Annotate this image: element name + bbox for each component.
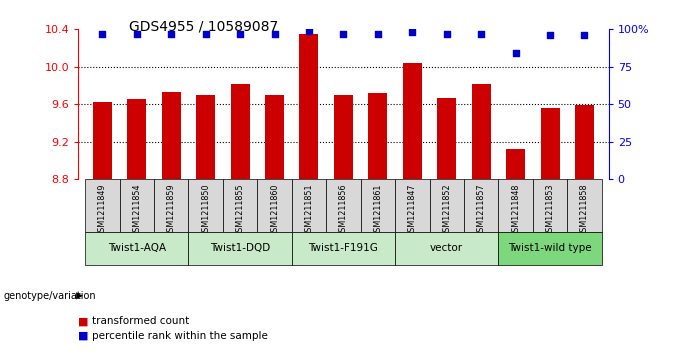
FancyBboxPatch shape [85, 232, 188, 265]
Point [441, 30, 452, 36]
Text: GSM1211854: GSM1211854 [132, 184, 141, 237]
Bar [93, 102, 112, 179]
Point [579, 32, 590, 38]
FancyBboxPatch shape [567, 179, 602, 232]
FancyBboxPatch shape [395, 232, 498, 265]
Point [510, 50, 521, 56]
Text: ■: ■ [78, 316, 88, 326]
FancyBboxPatch shape [154, 179, 188, 232]
FancyBboxPatch shape [326, 179, 360, 232]
Text: GSM1211859: GSM1211859 [167, 184, 175, 237]
Bar [127, 99, 146, 179]
Point [97, 30, 107, 36]
Bar [162, 92, 181, 179]
Text: GSM1211861: GSM1211861 [373, 184, 382, 237]
FancyBboxPatch shape [292, 179, 326, 232]
Text: Twist1-wild type: Twist1-wild type [508, 244, 592, 253]
Text: GSM1211858: GSM1211858 [580, 184, 589, 237]
Text: GSM1211857: GSM1211857 [477, 184, 486, 237]
Text: GDS4955 / 10589087: GDS4955 / 10589087 [129, 20, 279, 34]
Text: GSM1211849: GSM1211849 [98, 184, 107, 237]
Bar [265, 95, 284, 179]
FancyBboxPatch shape [292, 232, 395, 265]
FancyBboxPatch shape [188, 179, 223, 232]
FancyBboxPatch shape [464, 179, 498, 232]
FancyBboxPatch shape [223, 179, 257, 232]
FancyBboxPatch shape [188, 232, 292, 265]
FancyBboxPatch shape [395, 179, 430, 232]
Bar [334, 95, 353, 179]
Bar [196, 95, 215, 179]
FancyBboxPatch shape [360, 179, 395, 232]
Text: Twist1-DQD: Twist1-DQD [210, 244, 270, 253]
FancyBboxPatch shape [120, 179, 154, 232]
Point [338, 30, 349, 36]
Text: ■: ■ [78, 331, 88, 341]
Bar [575, 105, 594, 179]
Text: GSM1211848: GSM1211848 [511, 184, 520, 237]
Text: GSM1211855: GSM1211855 [235, 184, 245, 237]
Point [476, 30, 487, 36]
Point [303, 28, 314, 33]
Point [373, 30, 384, 36]
Bar [369, 93, 388, 179]
Text: GSM1211852: GSM1211852 [442, 184, 452, 237]
Text: GSM1211856: GSM1211856 [339, 184, 348, 237]
Point [407, 29, 418, 35]
Point [269, 30, 280, 36]
FancyBboxPatch shape [498, 179, 533, 232]
FancyBboxPatch shape [257, 179, 292, 232]
FancyBboxPatch shape [430, 179, 464, 232]
Point [131, 30, 142, 36]
Text: GSM1211860: GSM1211860 [270, 184, 279, 237]
Text: GSM1211851: GSM1211851 [305, 184, 313, 237]
Point [545, 32, 556, 38]
Text: vector: vector [430, 244, 463, 253]
Bar [472, 83, 491, 179]
Text: GSM1211847: GSM1211847 [408, 184, 417, 237]
Bar [437, 98, 456, 179]
Bar [231, 83, 250, 179]
Text: Twist1-F191G: Twist1-F191G [309, 244, 378, 253]
Point [166, 30, 177, 36]
Point [235, 30, 245, 36]
Text: Twist1-AQA: Twist1-AQA [107, 244, 166, 253]
Bar [541, 108, 560, 179]
Polygon shape [76, 292, 83, 299]
FancyBboxPatch shape [498, 232, 602, 265]
Text: percentile rank within the sample: percentile rank within the sample [92, 331, 268, 341]
Text: GSM1211853: GSM1211853 [545, 184, 555, 237]
FancyBboxPatch shape [533, 179, 567, 232]
Bar [506, 149, 525, 179]
Point [200, 30, 211, 36]
Text: GSM1211850: GSM1211850 [201, 184, 210, 237]
Text: genotype/variation: genotype/variation [3, 291, 96, 301]
Bar [299, 34, 318, 179]
Text: transformed count: transformed count [92, 316, 189, 326]
Bar [403, 63, 422, 179]
FancyBboxPatch shape [85, 179, 120, 232]
